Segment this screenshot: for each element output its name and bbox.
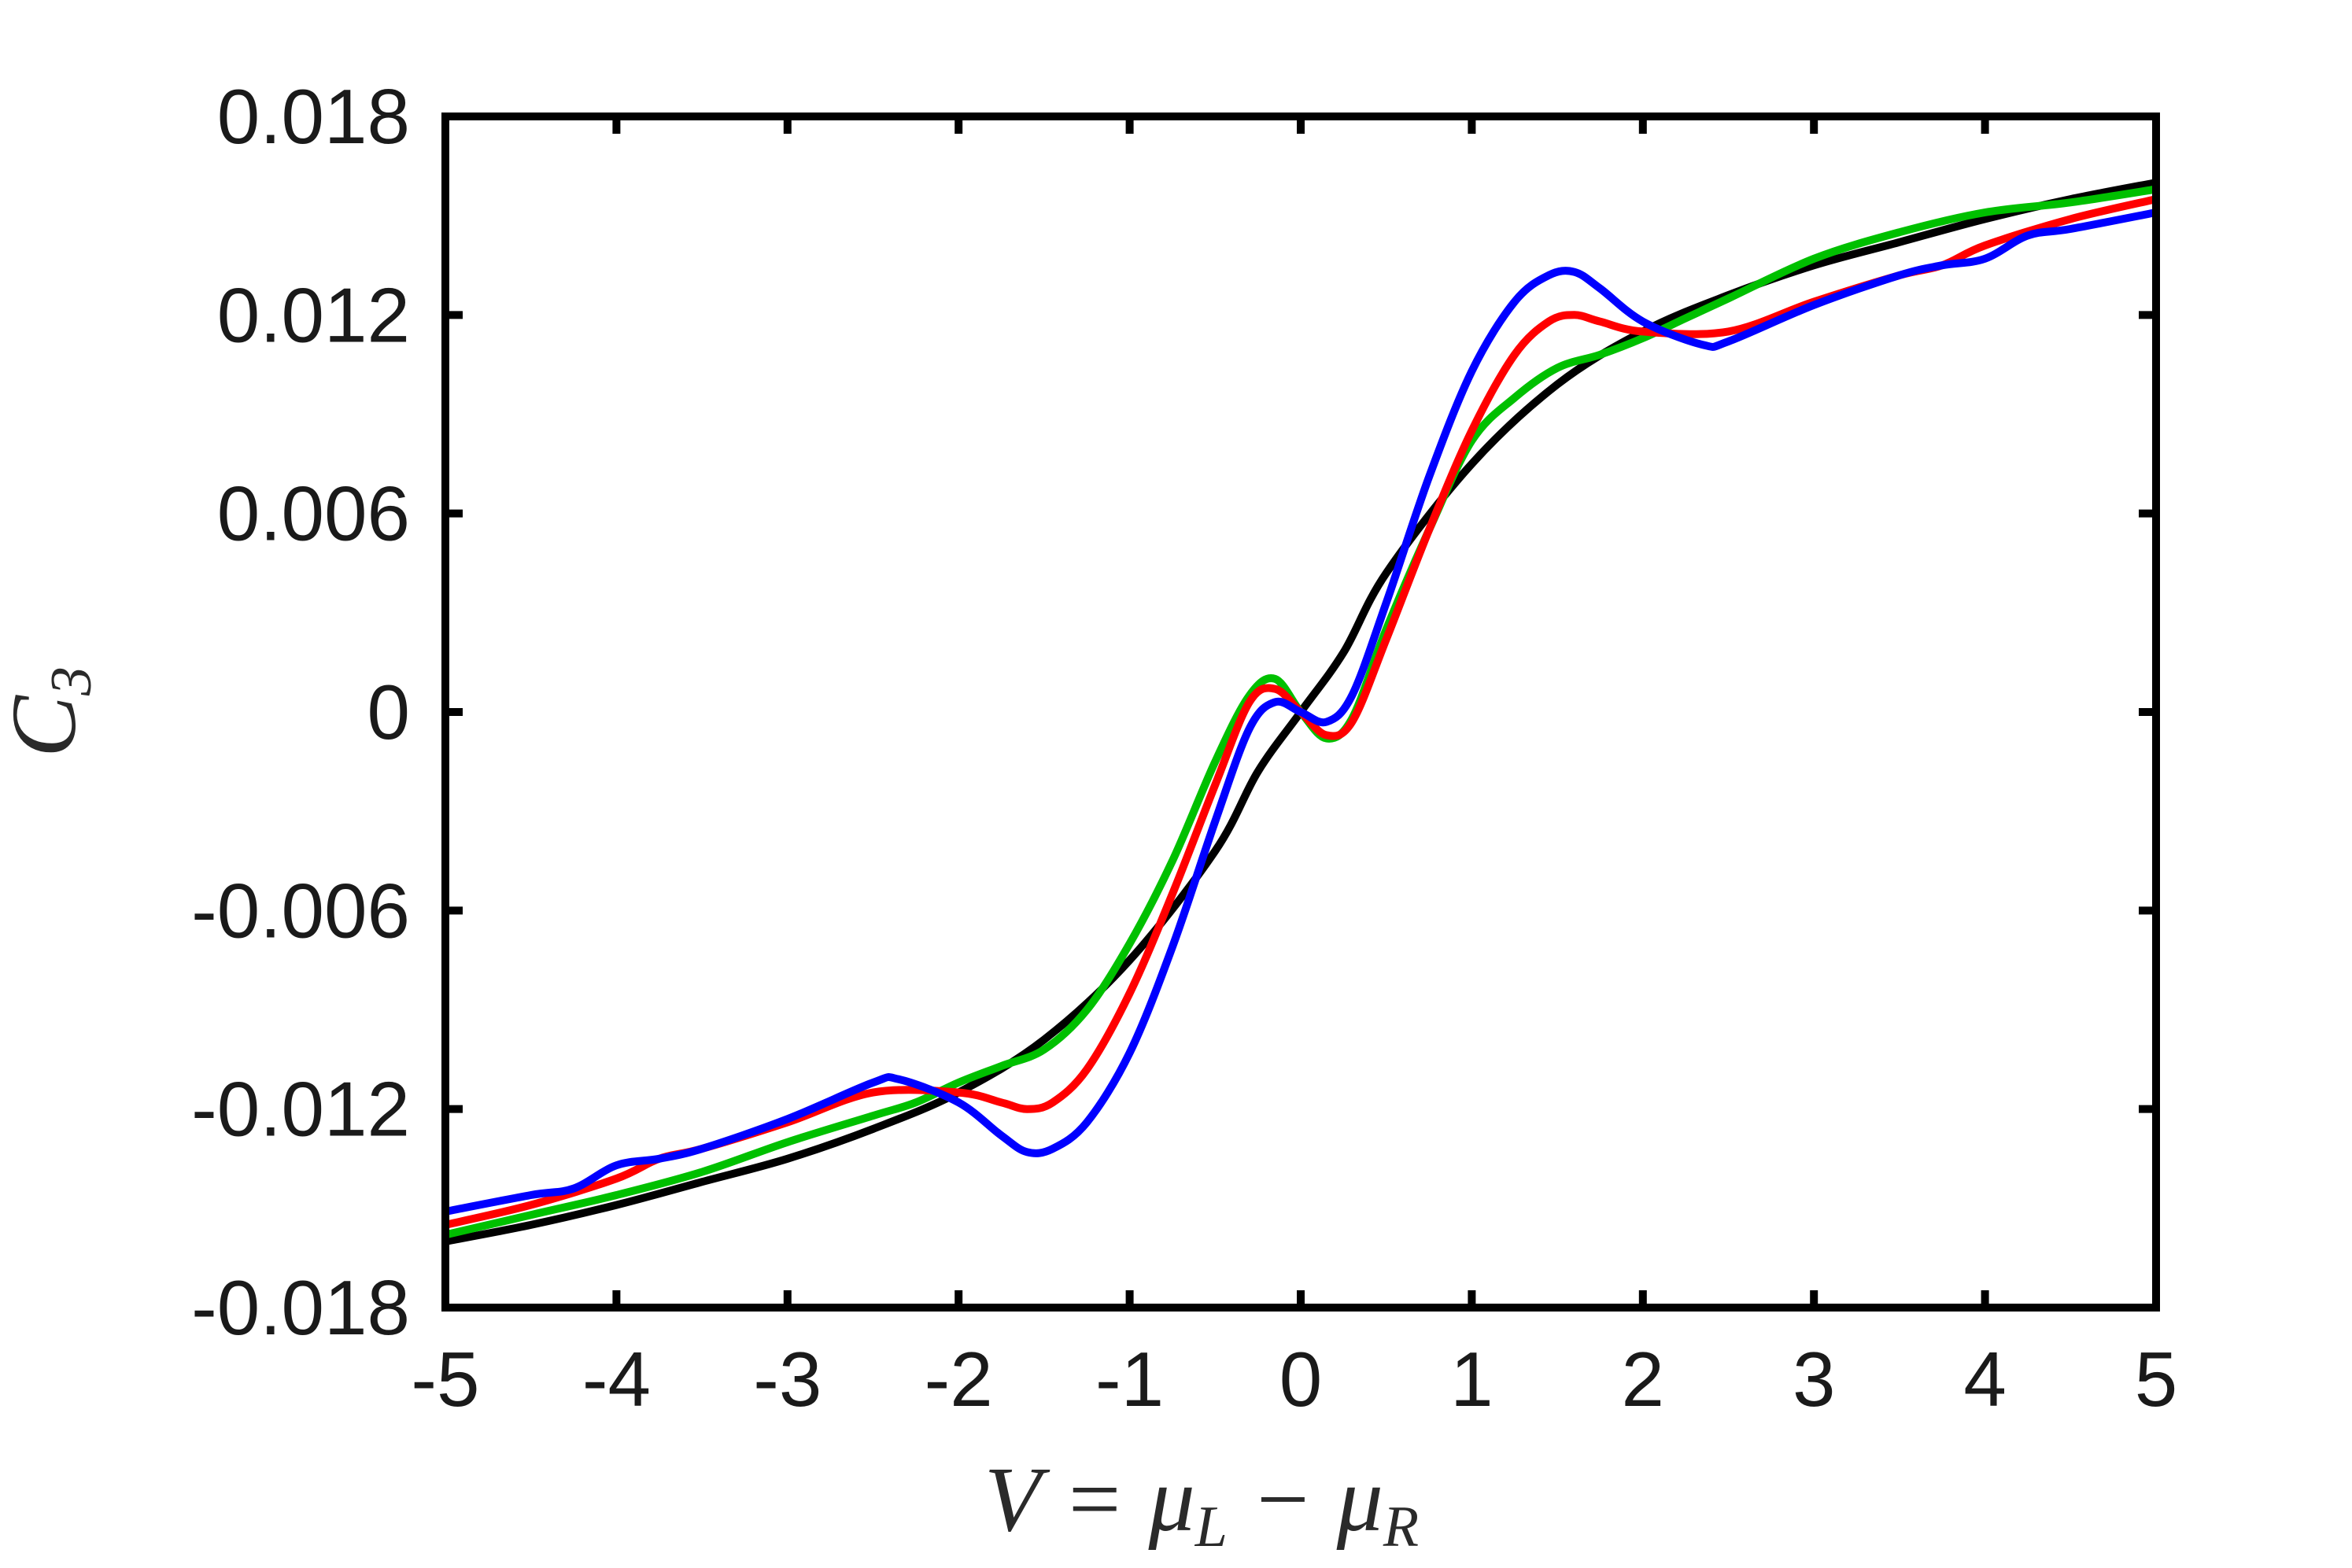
series-line-4 — [445, 208, 2157, 1216]
y-tick-label: 0 — [367, 669, 410, 755]
x-axis-label-mid: − μ — [1228, 1448, 1383, 1551]
x-axis-label: V = μL − μR — [984, 1448, 1419, 1559]
x-tick-label: -1 — [1095, 1336, 1164, 1422]
x-tick-label: 5 — [2135, 1336, 2178, 1422]
x-tick-labels: -5 -4 -3 -2 -1 0 1 2 3 4 5 — [411, 1336, 2177, 1422]
x-tick-label: 0 — [1279, 1336, 1323, 1422]
x-tick-label: 2 — [1622, 1336, 1665, 1422]
x-tick-label: -3 — [753, 1336, 822, 1422]
x-axis-label-sub2: R — [1383, 1495, 1419, 1559]
y-tick-label: -0.018 — [191, 1264, 410, 1351]
y-axis-label: C3 — [0, 666, 104, 758]
x-tick-label: -2 — [925, 1336, 993, 1422]
y-tick-label: 0.006 — [217, 470, 410, 557]
y-tick-label: -0.012 — [191, 1066, 410, 1153]
y-axis-label-sub: 3 — [39, 666, 104, 696]
y-tick-label: 0.012 — [217, 271, 410, 358]
y-tick-labels: -0.018 -0.012 -0.006 0 0.006 0.012 0.018 — [191, 73, 410, 1351]
x-tick-label: -5 — [411, 1336, 479, 1422]
x-tick-label: -4 — [582, 1336, 651, 1422]
y-tick-label: 0.018 — [217, 73, 410, 160]
x-axis-label-main: V = μ — [984, 1448, 1195, 1551]
x-tick-label: 3 — [1793, 1336, 1836, 1422]
y-axis-label-main: C — [0, 695, 95, 758]
x-tick-label: 1 — [1450, 1336, 1494, 1422]
y-tick-label: -0.006 — [191, 867, 410, 954]
x-axis-label-sub1: L — [1194, 1495, 1228, 1559]
series-group — [444, 179, 2158, 1245]
plot-frame — [441, 113, 2160, 1312]
x-tick-label: 4 — [1963, 1336, 2007, 1422]
